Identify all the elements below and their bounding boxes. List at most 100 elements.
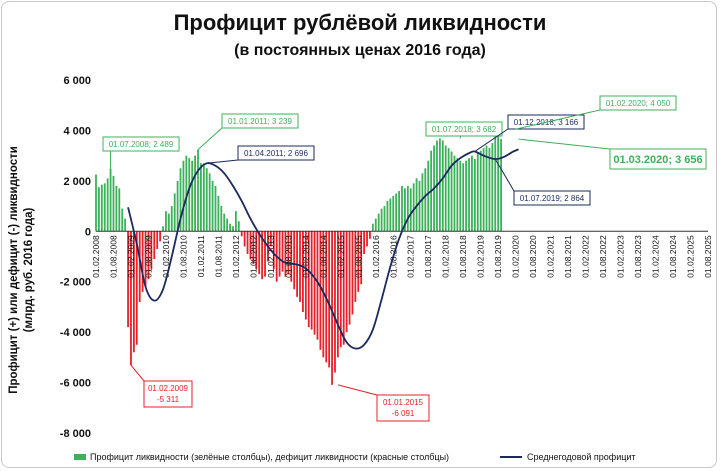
deficit-bar	[150, 231, 153, 270]
deficit-bar	[135, 231, 138, 345]
surplus-bar	[98, 187, 100, 232]
surplus-bar	[468, 158, 470, 232]
deficit-bar	[127, 231, 129, 328]
surplus-bar	[124, 218, 127, 232]
deficit-bar	[369, 231, 371, 239]
callout-box	[425, 121, 503, 137]
surplus-bar	[479, 150, 482, 232]
surplus-bar	[176, 180, 179, 232]
deficit-bar	[138, 231, 141, 302]
y-tick-label: 4 000	[63, 125, 91, 137]
deficit-bar	[281, 231, 284, 272]
surplus-bar	[170, 206, 173, 232]
deficit-bar	[130, 231, 132, 366]
surplus-bar	[229, 223, 231, 232]
callout-label: 01.07.2008; 2 489	[109, 140, 174, 149]
deficit-bar	[141, 231, 144, 292]
x-tick-label: 01.08.2008	[108, 235, 118, 278]
callout-box	[143, 380, 193, 408]
surplus-bar	[197, 149, 199, 232]
surplus-bar	[226, 218, 229, 232]
deficit-bar	[243, 231, 246, 247]
callout-leader	[515, 109, 601, 130]
x-tick-label: 01.02.2008	[91, 235, 101, 278]
surplus-bar	[173, 193, 176, 232]
callout-box	[237, 145, 315, 161]
deficit-bar	[299, 231, 301, 302]
surplus-bar	[380, 208, 383, 232]
surplus-bar	[121, 208, 124, 232]
callout-label: 01.02.2020; 4 050	[606, 99, 671, 108]
surplus-bar	[395, 193, 398, 232]
x-tick-label: 01.08.2009	[143, 235, 153, 278]
surplus-bar	[459, 160, 462, 232]
deficit-bar	[354, 231, 357, 302]
deficit-bar	[304, 231, 307, 320]
deficit-bar	[287, 231, 290, 275]
surplus-bar	[404, 188, 406, 232]
callout-box	[221, 113, 299, 129]
callout-box	[599, 95, 677, 111]
surplus-bar	[211, 180, 214, 232]
x-tick-label: 01.08.2023	[633, 235, 643, 278]
deficit-bar	[331, 231, 333, 385]
deficit-bar	[342, 231, 345, 345]
deficit-bar	[363, 231, 366, 254]
surplus-bar	[485, 145, 488, 232]
callout-leader	[518, 138, 611, 150]
deficit-bar	[284, 231, 287, 277]
surplus-bar	[165, 211, 167, 232]
x-tick-label: 01.02.2015	[336, 235, 346, 278]
surplus-bar	[450, 151, 453, 232]
chart-title: Профицит рублёвой ликвидности	[173, 10, 547, 35]
surplus-bar	[185, 155, 188, 232]
legend-line-label: Среднегодовой профицит	[527, 452, 636, 462]
surplus-bar	[188, 158, 191, 232]
surplus-bar	[371, 223, 374, 232]
callout-label: 01.02.2009	[148, 384, 189, 393]
surplus-bar	[412, 183, 415, 232]
surplus-bar	[118, 188, 121, 232]
x-tick-label: 01.02.2014	[301, 235, 311, 278]
legend-bars: Профицит ликвидности (зелёные столбцы), …	[74, 452, 449, 462]
deficit-bar	[156, 231, 159, 249]
legend-line: Среднегодовой профицит	[500, 452, 636, 462]
surplus-bar	[374, 218, 377, 232]
surplus-bar	[383, 206, 386, 232]
deficit-bar	[159, 231, 162, 242]
callout-leader	[197, 127, 223, 150]
callout-label: -6 091	[392, 409, 415, 418]
x-tick-label: 01.08.2010	[178, 235, 188, 278]
x-tick-label: 01.08.2019	[493, 235, 503, 278]
deficit-bar	[144, 231, 147, 287]
callout-leader	[494, 158, 515, 192]
deficit-bar	[302, 231, 304, 312]
x-tick-label: 01.08.2020	[528, 235, 538, 278]
surplus-bar	[223, 213, 226, 232]
surplus-bar	[462, 163, 465, 232]
deficit-bar	[293, 231, 296, 290]
surplus-bar	[377, 213, 380, 232]
surplus-bar	[441, 140, 444, 232]
surplus-bar	[471, 155, 473, 232]
x-tick-label: 01.02.2018	[441, 235, 451, 278]
callout-leader	[337, 384, 378, 396]
surplus-bar	[205, 168, 208, 232]
deficit-bar	[249, 231, 252, 260]
y-tick-label: -4 000	[60, 327, 91, 339]
surplus-bar	[491, 143, 494, 232]
x-tick-label: 01.02.2013	[266, 235, 276, 278]
surplus-bar	[409, 188, 412, 232]
x-tick-label: 01.02.2010	[161, 235, 171, 278]
x-tick-label: 01.02.2011	[196, 235, 206, 277]
surplus-bar	[234, 211, 237, 232]
y-tick-label: -6 000	[60, 378, 91, 390]
deficit-bar	[348, 231, 351, 325]
callout-box	[609, 148, 707, 170]
x-tick-label: 01.02.2025	[686, 235, 696, 278]
x-tick-label: 01.02.2022	[581, 235, 591, 278]
surplus-bar	[112, 175, 115, 232]
surplus-bar	[95, 174, 97, 232]
surplus-bar	[194, 155, 196, 232]
